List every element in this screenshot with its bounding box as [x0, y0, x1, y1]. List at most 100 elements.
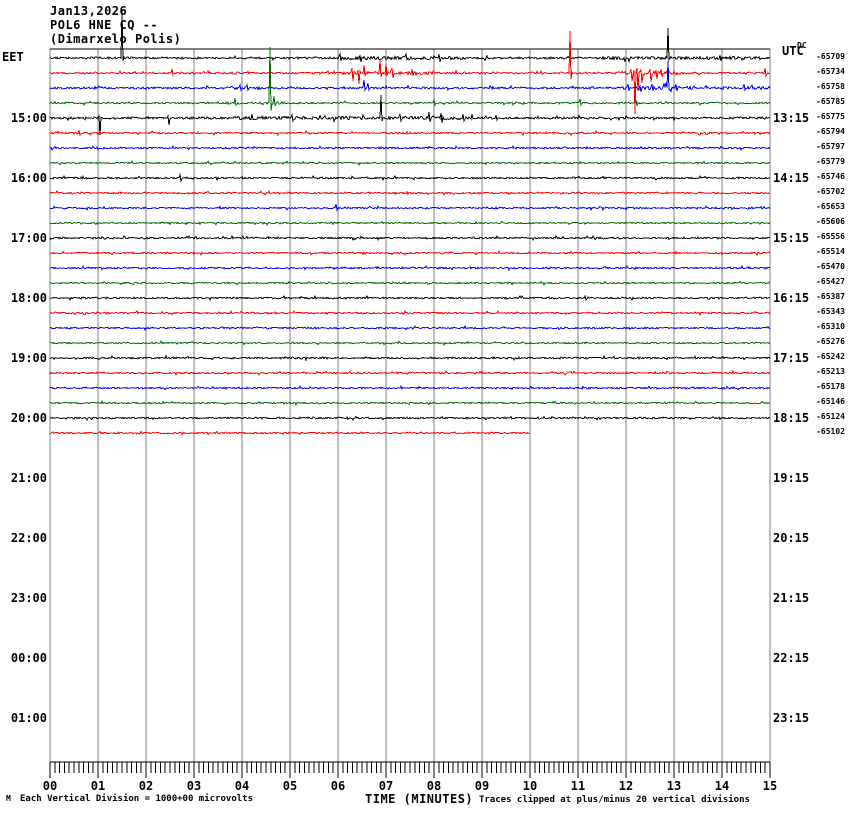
trace-row [49, 234, 771, 242]
trace-row [49, 309, 771, 317]
dc-offset-value: -65427 [816, 277, 845, 286]
trace-row [49, 325, 771, 331]
x-tick-label: 09 [474, 779, 490, 793]
eet-hour-label: 18:00 [10, 291, 47, 305]
x-tick-label: 08 [426, 779, 442, 793]
x-tick-label: 02 [138, 779, 154, 793]
eet-hour-label: 21:00 [10, 471, 47, 485]
x-tick-label: 12 [618, 779, 634, 793]
x-tick-label: 06 [330, 779, 346, 793]
dc-offset-value: -65779 [816, 157, 845, 166]
utc-hour-label: 19:15 [773, 471, 810, 485]
trace-row [49, 220, 771, 226]
right-timezone-label: UTC [782, 44, 804, 58]
x-tick-label: 14 [714, 779, 730, 793]
x-tick-label: 04 [234, 779, 250, 793]
x-tick-label: 15 [762, 779, 778, 793]
dc-offset-value: -65775 [816, 112, 845, 121]
trace-row [49, 173, 771, 183]
x-tick-label: 05 [282, 779, 298, 793]
vertical-division-note: Each Vertical Division = 1000+00 microvo… [20, 794, 253, 804]
dc-offset-value: -65276 [816, 337, 845, 346]
dc-offset-value: -65102 [816, 427, 845, 436]
eet-hour-label: 22:00 [10, 531, 47, 545]
dc-offset-value: -65746 [816, 172, 845, 181]
trace-row [49, 250, 771, 257]
x-tick-label: 00 [42, 779, 58, 793]
dc-offset-value: -65470 [816, 262, 845, 271]
trace-row [49, 46, 771, 112]
x-tick-label: 11 [570, 779, 586, 793]
title-station-code: POL6 HNE CQ -- [50, 18, 159, 32]
trace-row [49, 280, 771, 286]
dc-offset-value: -65343 [816, 307, 845, 316]
dc-offset-value: -65213 [816, 367, 845, 376]
eet-hour-label: 19:00 [10, 351, 47, 365]
trace-row [49, 60, 771, 93]
trace-row [50, 94, 771, 136]
eet-hour-label: 16:00 [10, 171, 47, 185]
eet-hour-label: 17:00 [10, 231, 47, 245]
trace-row [49, 354, 771, 362]
dc-offset-value: -65310 [816, 322, 845, 331]
dc-offset-value: -65734 [816, 67, 845, 76]
dc-offset-column-label: DC [797, 41, 807, 50]
x-tick-label: 07 [378, 779, 394, 793]
trace-row [49, 400, 771, 406]
trace-row [49, 264, 771, 272]
title-date: Jan13,2026 [50, 4, 128, 18]
trace-row [49, 430, 531, 437]
x-tick-label: 03 [186, 779, 202, 793]
dc-offset-value: -65178 [816, 382, 845, 391]
dc-offset-value: -65606 [816, 217, 845, 226]
utc-hour-label: 18:15 [773, 411, 810, 425]
utc-hour-label: 23:15 [773, 711, 810, 725]
dc-offset-value: -65387 [816, 292, 845, 301]
dc-offset-value: -65785 [816, 97, 845, 106]
trace-row [49, 9, 771, 64]
trace-row [49, 369, 771, 376]
utc-hour-label: 21:15 [773, 591, 810, 605]
dc-offset-value: -65653 [816, 202, 845, 211]
x-tick-label: 01 [90, 779, 106, 793]
trace-row [49, 415, 771, 421]
trace-row [49, 189, 771, 197]
trace-row [49, 294, 771, 302]
utc-hour-label: 22:15 [773, 651, 810, 665]
eet-hour-label: 00:00 [10, 651, 47, 665]
trace-row [49, 160, 771, 166]
utc-hour-label: 16:15 [773, 291, 810, 305]
eet-hour-label: 23:00 [10, 591, 47, 605]
time-axis-label: TIME (MINUTES) [365, 792, 474, 806]
dc-offset-value: -65556 [816, 232, 845, 241]
x-tick-label: 10 [522, 779, 538, 793]
dc-offset-value: -65146 [816, 397, 845, 406]
utc-hour-label: 13:15 [773, 111, 810, 125]
watermark-glyph: M [6, 794, 11, 803]
dc-offset-value: -65794 [816, 127, 845, 136]
utc-hour-label: 17:15 [773, 351, 810, 365]
trace-row [49, 203, 771, 212]
eet-hour-label: 15:00 [10, 111, 47, 125]
x-tick-label: 13 [666, 779, 682, 793]
dc-offset-value: -65514 [816, 247, 845, 256]
left-timezone-label: EET [2, 50, 24, 64]
utc-hour-label: 15:15 [773, 231, 810, 245]
eet-hour-label: 20:00 [10, 411, 47, 425]
trace-row [49, 30, 771, 115]
eet-hour-label: 01:00 [10, 711, 47, 725]
dc-offset-value: -65242 [816, 352, 845, 361]
trace-row [49, 340, 771, 346]
dc-offset-value: -65797 [816, 142, 845, 151]
trace-row [49, 144, 771, 151]
utc-hour-label: 14:15 [773, 171, 810, 185]
utc-hour-label: 20:15 [773, 531, 810, 545]
trace-row [49, 384, 771, 391]
dc-offset-value: -65124 [816, 412, 845, 421]
clipping-note: Traces clipped at plus/minus 20 vertical… [479, 795, 750, 805]
dc-offset-value: -65758 [816, 82, 845, 91]
trace-row [49, 129, 771, 137]
dc-offset-value: -65709 [816, 52, 845, 61]
